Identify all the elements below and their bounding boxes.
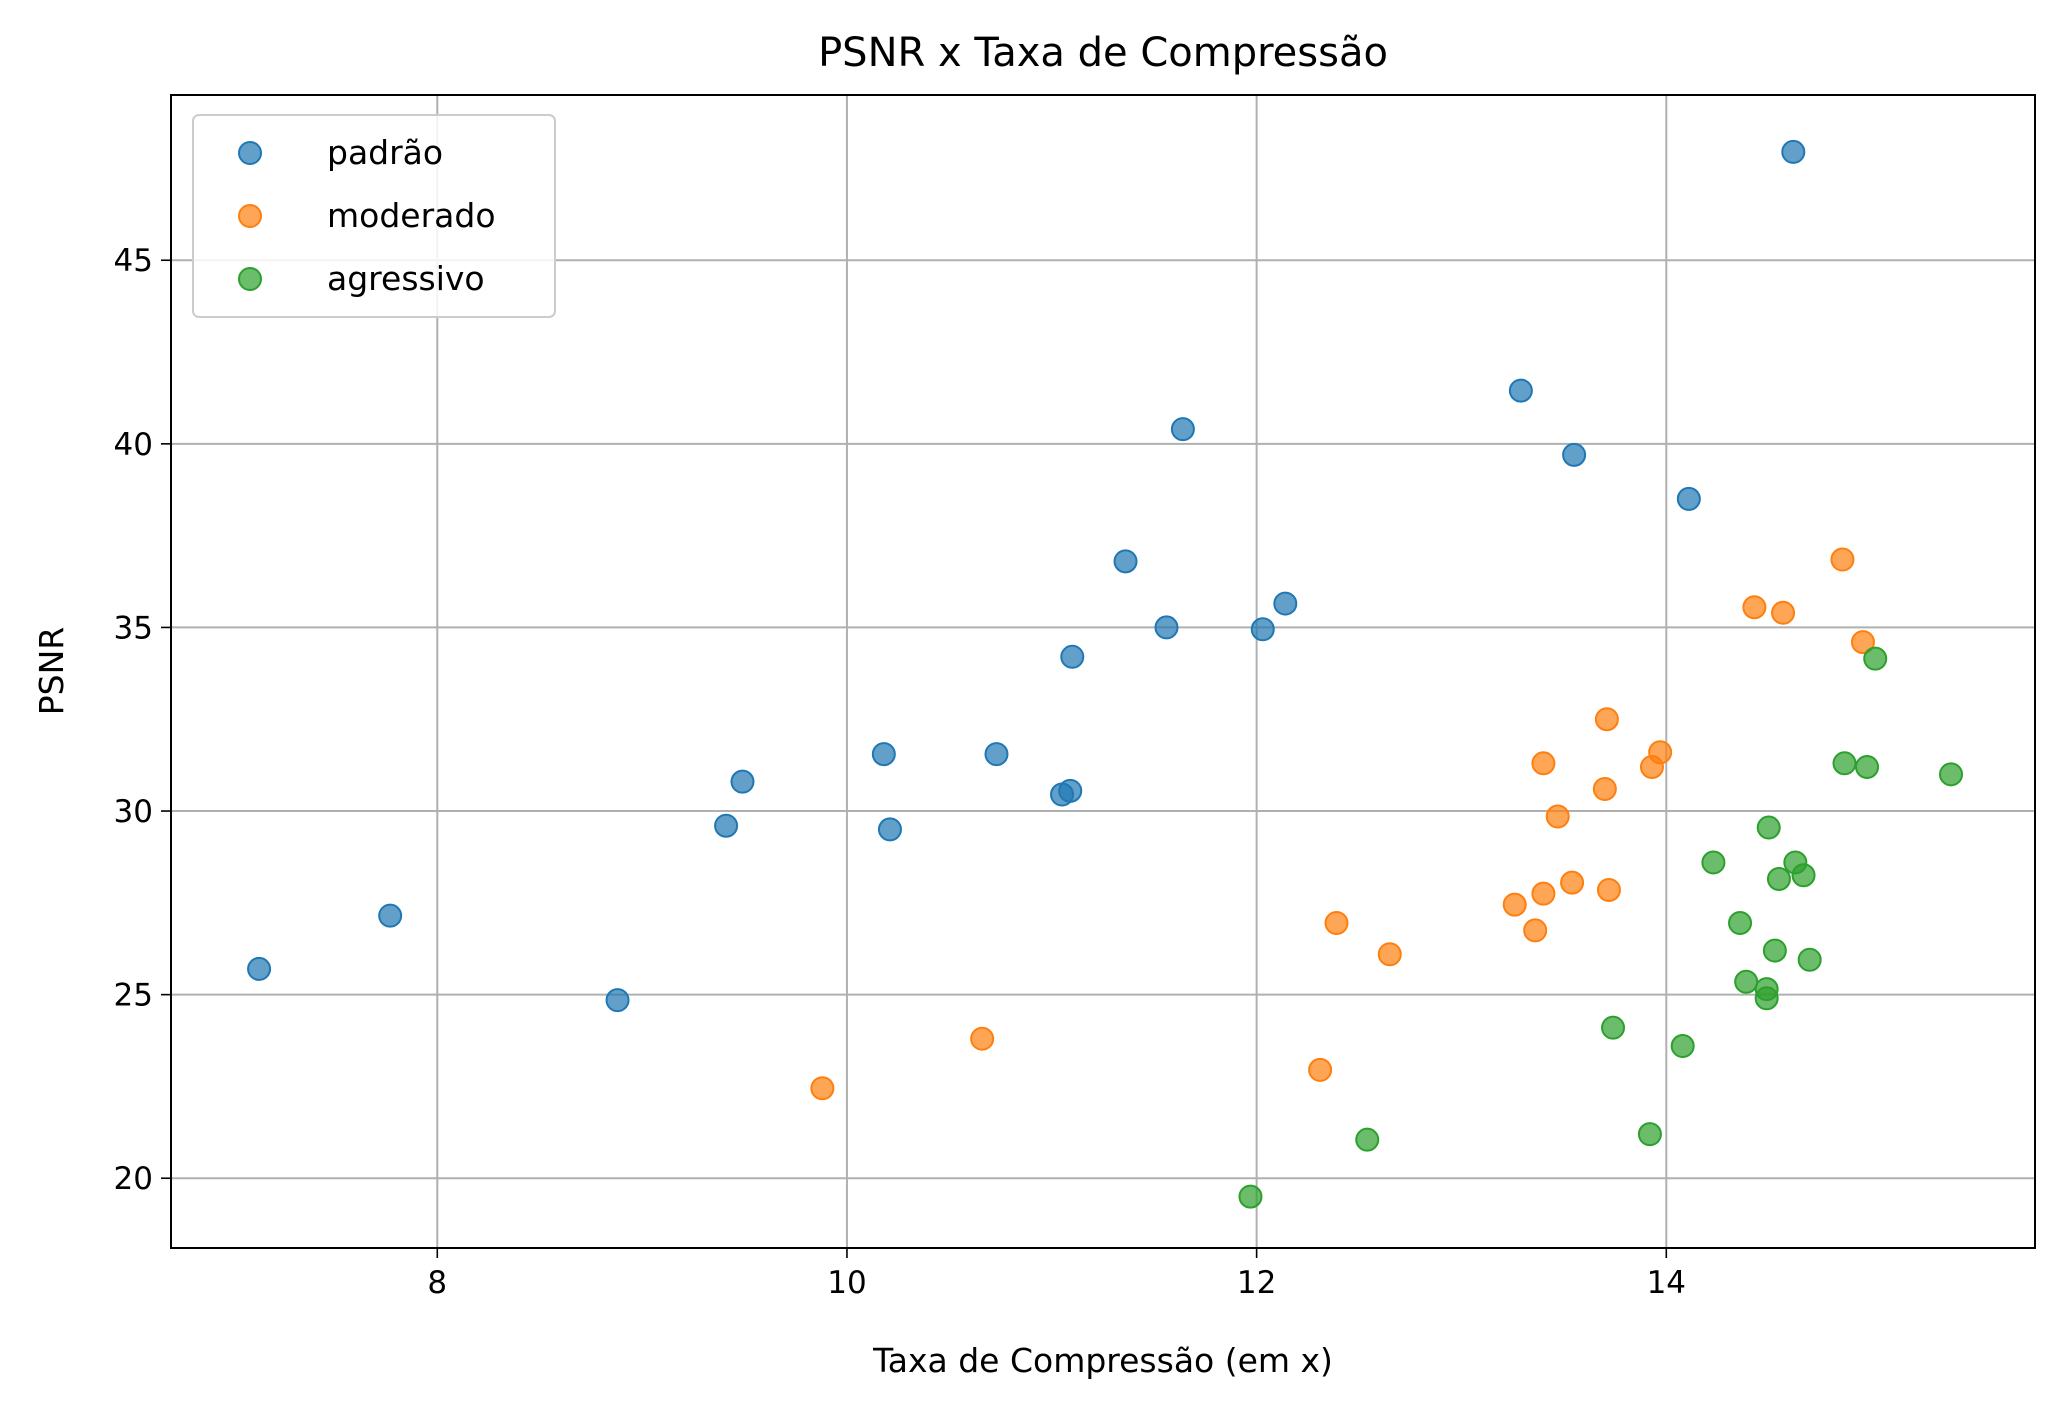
y-tick-label: 45 (114, 243, 153, 279)
data-point-1 (605, 988, 630, 1013)
y-tick-label: 25 (114, 978, 153, 1014)
legend-marker-2 (238, 204, 262, 228)
data-point-1 (378, 903, 403, 928)
y-tick-label: 35 (114, 610, 153, 646)
data-point-2 (1742, 595, 1767, 620)
data-point-2 (1545, 804, 1570, 829)
data-point-1 (247, 956, 272, 981)
chart-title: PSNR x Taxa de Compressão (818, 30, 1388, 76)
data-point-2 (1830, 547, 1855, 572)
legend: padrão moderado agressivo (192, 114, 556, 318)
data-point-3 (1855, 754, 1880, 779)
legend-marker-1 (238, 141, 262, 165)
data-point-1 (1058, 778, 1083, 803)
data-point-1 (1154, 615, 1179, 640)
data-point-3 (1601, 1015, 1626, 1040)
data-point-3 (1701, 850, 1726, 875)
data-point-1 (1250, 617, 1275, 642)
data-point-3 (1863, 646, 1888, 671)
data-point-3 (1791, 863, 1816, 888)
data-point-3 (1939, 762, 1964, 787)
grid (171, 95, 2035, 1248)
data-point-1 (1170, 417, 1195, 442)
data-point-3 (1797, 947, 1822, 972)
data-point-2 (810, 1076, 835, 1101)
data-point-3 (1238, 1184, 1263, 1209)
data-point-2 (1308, 1057, 1333, 1082)
data-point-3 (1728, 911, 1753, 936)
x-tick-label: 14 (1647, 1265, 1686, 1301)
legend-label-2: moderado (327, 196, 496, 235)
x-tick-label: 12 (1237, 1265, 1276, 1301)
data-point-2 (1592, 777, 1617, 802)
data-point-1 (1113, 549, 1138, 574)
axis-ticks: 8 10 12 14 20 25 30 35 40 45 (114, 243, 1686, 1301)
data-point-3 (1670, 1034, 1695, 1059)
data-point-2 (1523, 918, 1548, 943)
data-point-1 (1781, 139, 1806, 164)
data-point-3 (1766, 866, 1791, 891)
data-point-1 (1060, 644, 1085, 669)
data-point-2 (1531, 751, 1556, 776)
data-point-2 (1596, 877, 1621, 902)
data-point-1 (1676, 486, 1701, 511)
legend-label-1: padrão (327, 133, 443, 172)
legend-label-3: agressivo (327, 259, 485, 298)
data-point-2 (970, 1026, 995, 1051)
data-point-1 (1562, 442, 1587, 467)
y-tick-label: 40 (114, 427, 153, 463)
x-tick-label: 8 (427, 1265, 447, 1301)
data-point-2 (1324, 911, 1349, 936)
data-point-3 (1756, 815, 1781, 840)
data-point-1 (730, 769, 755, 794)
data-point-3 (1832, 751, 1857, 776)
data-point-1 (871, 742, 896, 767)
y-axis-label: PSNR (32, 627, 71, 715)
data-point-1 (877, 817, 902, 842)
y-tick-label: 30 (114, 794, 153, 830)
data-point-1 (1273, 591, 1298, 616)
data-point-1 (1508, 378, 1533, 403)
data-point-3 (1734, 969, 1759, 994)
data-point-2 (1594, 707, 1619, 732)
legend-marker-3 (238, 267, 262, 291)
data-point-2 (1771, 600, 1796, 625)
data-point-2 (1377, 942, 1402, 967)
data-point-2 (1648, 740, 1673, 765)
data-points (247, 139, 1964, 1209)
data-point-3 (1754, 986, 1779, 1011)
data-point-2 (1850, 630, 1875, 655)
data-point-2 (1502, 892, 1527, 917)
data-point-2 (1560, 870, 1585, 895)
x-tick-label: 10 (827, 1265, 866, 1301)
data-point-3 (1355, 1127, 1380, 1152)
y-tick-label: 20 (114, 1161, 153, 1197)
plot-frame (170, 94, 2036, 1249)
data-point-2 (1531, 881, 1556, 906)
x-axis-label: Taxa de Compressão (em x) (872, 1341, 1333, 1380)
data-point-3 (1637, 1122, 1662, 1147)
legend-box (192, 114, 556, 318)
data-point-3 (1762, 938, 1787, 963)
data-point-1 (984, 742, 1009, 767)
data-point-1 (714, 813, 739, 838)
